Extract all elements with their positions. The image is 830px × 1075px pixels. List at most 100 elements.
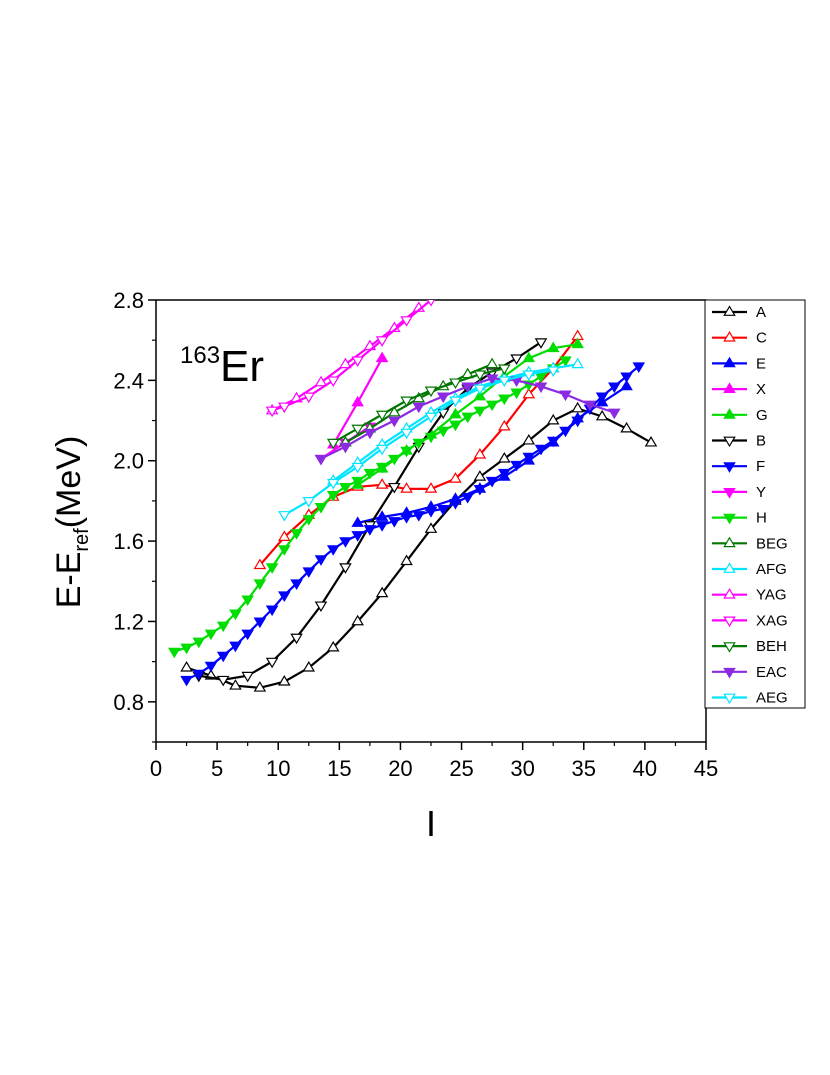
data-point-g [546, 341, 560, 353]
legend-item-g: G [712, 407, 768, 424]
data-point-f [400, 513, 413, 524]
y-axis-title-tail: (MeV) [50, 436, 88, 529]
data-point-h [485, 400, 499, 412]
data-point-a [302, 660, 316, 672]
legend-item-h: H [712, 510, 767, 527]
legend-label: AFG [756, 561, 787, 578]
data-point-f [253, 617, 267, 629]
data-point-f [180, 675, 193, 687]
data-point-f [363, 525, 377, 536]
data-point-f [278, 591, 291, 603]
data-point-a [253, 681, 267, 692]
series-xag [265, 300, 435, 418]
y-axis-title-main: E-E [50, 552, 88, 609]
data-point-f [375, 521, 389, 532]
y-tick-label: 2.4 [113, 368, 144, 393]
data-point-g [449, 407, 462, 419]
data-point-f [290, 579, 303, 590]
element-symbol: Er [220, 342, 264, 391]
data-point-h [204, 629, 218, 641]
series-beg [339, 357, 499, 447]
legend-item-afg: AFG [712, 561, 787, 578]
data-point-beh [498, 364, 511, 375]
x-tick-label: 0 [150, 756, 162, 781]
legend-swatch-marker [723, 331, 736, 342]
data-point-h [424, 432, 438, 444]
data-point-h [314, 503, 328, 514]
data-point-f [204, 661, 218, 673]
data-point-a [571, 401, 584, 413]
series-line-f [186, 365, 640, 681]
data-point-f [388, 517, 401, 528]
data-point-h [180, 643, 193, 655]
data-point-aeg [498, 376, 511, 388]
legend-item-x: X [712, 381, 766, 398]
data-point-f [522, 452, 536, 464]
data-point-h [351, 476, 364, 488]
data-point-aeg [449, 396, 462, 408]
legend-swatch-marker [723, 488, 736, 499]
legend-item-f: F [712, 458, 765, 475]
data-point-beh [375, 410, 389, 422]
data-point-h [326, 490, 340, 502]
legend-item-b: B [712, 433, 766, 450]
data-point-yag [314, 375, 328, 387]
data-point-c [424, 482, 438, 493]
series-aeg [278, 366, 560, 522]
data-point-g [522, 351, 536, 363]
data-point-h [473, 406, 487, 418]
legend-item-eac: EAC [712, 664, 787, 681]
y-tick-label: 0.8 [113, 690, 144, 715]
data-point-f [241, 629, 254, 641]
data-point-h [302, 515, 316, 526]
data-point-aeg [546, 366, 560, 377]
legend-label: X [756, 381, 766, 398]
data-point-c [498, 419, 511, 431]
element-mass-number: 163 [180, 342, 220, 369]
data-point-h [449, 420, 462, 432]
data-point-f [265, 605, 279, 617]
series-beh [326, 364, 511, 450]
data-point-h [253, 579, 267, 590]
legend-swatch-marker [723, 305, 736, 316]
data-point-a [229, 679, 242, 690]
x-tick-label: 5 [211, 756, 223, 781]
data-point-beg [388, 405, 401, 417]
data-point-b [265, 657, 279, 669]
data-point-e [620, 379, 633, 391]
data-point-b [534, 338, 548, 349]
data-point-xag [351, 356, 364, 367]
legend-box [704, 299, 806, 709]
data-point-h [400, 446, 413, 458]
data-point-c [473, 448, 487, 459]
data-point-aeg [278, 511, 291, 522]
legend-swatch-marker [723, 356, 736, 368]
data-point-beh [326, 438, 340, 450]
data-point-beh [351, 424, 364, 436]
data-point-eac [363, 428, 377, 440]
data-point-b [339, 563, 352, 574]
data-point-c [522, 387, 536, 399]
legend-label: B [756, 433, 766, 450]
data-point-h [192, 637, 206, 649]
x-axis-title: I [426, 803, 436, 844]
data-point-a [620, 421, 633, 433]
data-point-f [620, 372, 633, 384]
data-point-h [265, 563, 279, 574]
data-point-h [290, 529, 303, 540]
data-point-h [339, 482, 352, 494]
data-point-h [412, 438, 426, 450]
legend-label: YAG [756, 587, 787, 604]
data-point-b [216, 675, 230, 687]
data-point-f [412, 511, 426, 522]
data-point-a [400, 554, 413, 566]
legend-swatch-marker [723, 382, 736, 393]
data-point-aeg [400, 428, 413, 440]
legend-item-e: E [712, 355, 766, 372]
legend-label: BEG [756, 535, 788, 552]
data-point-eac [583, 400, 597, 412]
data-point-x [375, 351, 389, 363]
data-point-f [424, 507, 438, 518]
legend-item-y: Y [712, 484, 766, 501]
